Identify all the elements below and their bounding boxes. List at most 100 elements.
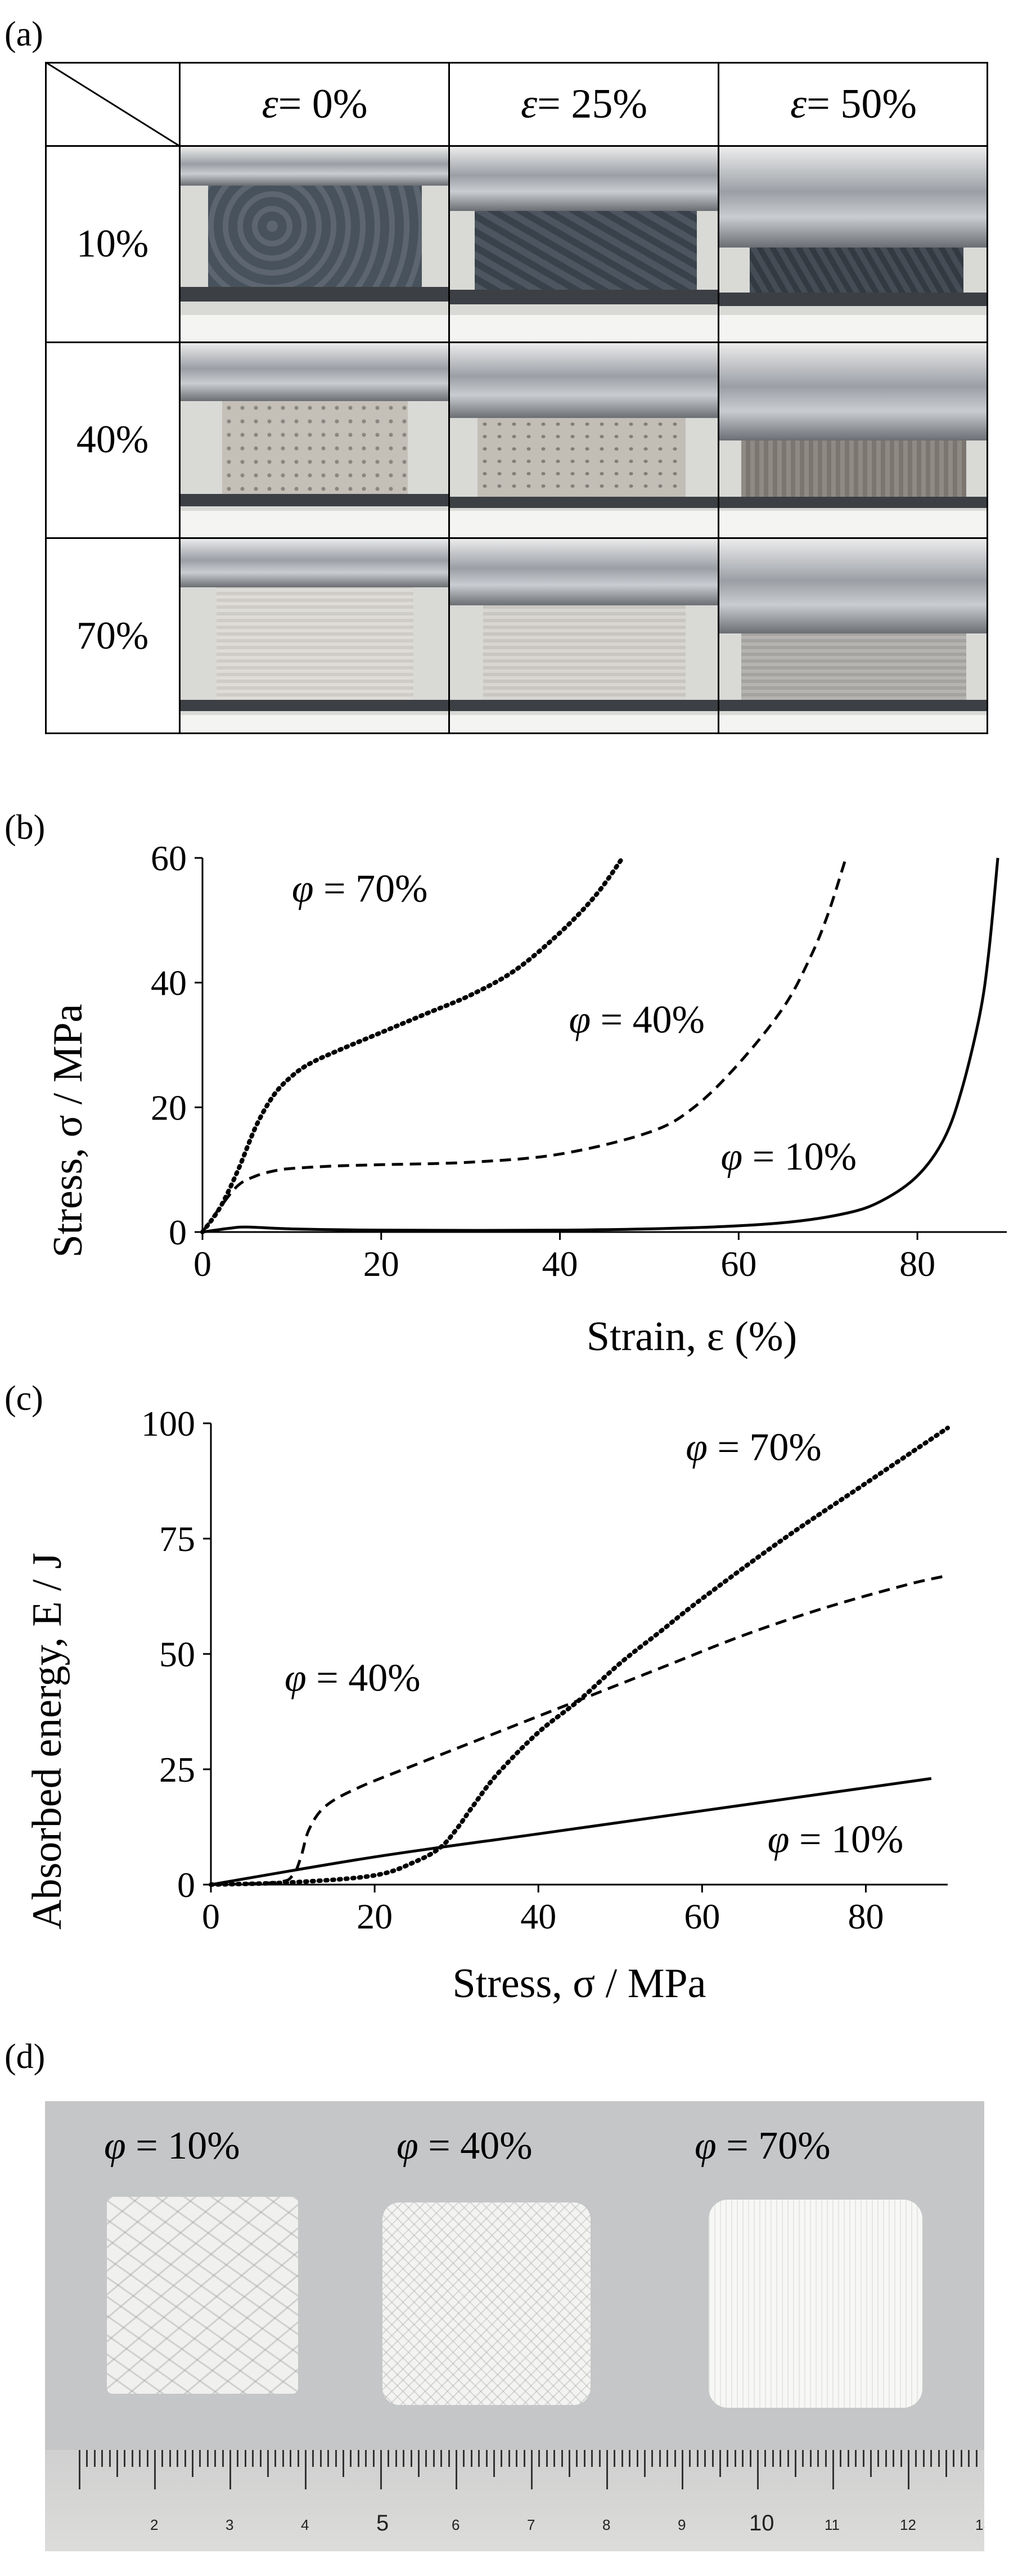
ruler-tick: [192, 2450, 193, 2477]
ruler-tick: [689, 2450, 691, 2467]
photo-40-strain-25: [449, 342, 719, 538]
ruler-tick: [945, 2450, 947, 2477]
ruler-tick: [930, 2450, 933, 2467]
ruler-tick: [222, 2450, 224, 2467]
y-tick-label: 20: [151, 1087, 187, 1127]
ruler-tick: [357, 2450, 359, 2467]
ruler-tick: [501, 2450, 503, 2467]
ruler-tick: [659, 2450, 661, 2467]
ruler-tick: [244, 2450, 246, 2467]
ruler-tick: [704, 2450, 706, 2467]
series-line-dotted: [200, 856, 625, 1234]
ruler: 2 3 4 5 6 7 8 9 10 11 12 13: [45, 2450, 984, 2551]
ruler-tick: [538, 2450, 540, 2467]
ruler-number: 11: [825, 2516, 840, 2533]
ruler-tick: [696, 2450, 699, 2467]
panel-label-a: (a): [4, 15, 43, 53]
ruler-tick: [297, 2450, 299, 2467]
ruler-tick: [614, 2450, 616, 2467]
ruler-tick: [840, 2450, 842, 2467]
series-annotation: φ = 40%: [569, 998, 705, 1041]
ruler-tick: [915, 2450, 917, 2467]
ruler-tick: [86, 2450, 88, 2467]
ruler-tick: [795, 2450, 796, 2477]
panel-label-d: (d): [4, 2038, 46, 2076]
photo-70-strain-0: [180, 538, 449, 734]
x-tick-label: 60: [720, 1244, 756, 1284]
y-tick-label: 0: [169, 1212, 187, 1252]
ruler-tick: [772, 2450, 774, 2467]
ruler-tick: [485, 2450, 488, 2467]
ruler-tick: [757, 2450, 759, 2489]
y-tick-label: 75: [159, 1519, 195, 1559]
ruler-tick: [719, 2450, 721, 2477]
series-line-dotted: [209, 1426, 950, 1887]
ruler-tick: [395, 2450, 397, 2467]
ruler-tick: [621, 2450, 623, 2467]
row-header-40: 40%: [76, 418, 149, 461]
ruler-tick: [425, 2450, 427, 2467]
photo-10-strain-0: [180, 146, 449, 342]
ruler-tick: [161, 2450, 164, 2467]
ruler-tick: [184, 2450, 186, 2467]
ruler-tick: [267, 2450, 269, 2477]
row-header-70: 70%: [76, 614, 149, 658]
ruler-tick: [433, 2450, 435, 2467]
ruler-tick: [711, 2450, 714, 2467]
ruler-tick: [290, 2450, 292, 2467]
ruler-tick: [908, 2450, 909, 2489]
series-annotation: φ = 10%: [768, 1818, 904, 1862]
x-tick-label: 80: [848, 1896, 884, 1936]
series-annotation: φ = 70%: [686, 1426, 822, 1469]
y-tick-label: 25: [159, 1750, 195, 1790]
ruler-tick: [470, 2450, 472, 2467]
panel-label-b: (b): [4, 808, 46, 847]
ruler-tick: [870, 2450, 872, 2477]
ruler-tick: [252, 2450, 254, 2467]
ruler-tick: [93, 2450, 96, 2467]
ruler-tick: [817, 2450, 819, 2467]
ruler-tick: [629, 2450, 631, 2467]
ruler-tick: [862, 2450, 864, 2467]
photo-40-strain-0: [180, 342, 449, 538]
ruler-tick: [569, 2450, 570, 2477]
ruler-number: 2: [150, 2516, 159, 2533]
col-header-25: ε = 25%: [520, 80, 648, 127]
sample-label-40: φ = 40%: [397, 2124, 533, 2168]
col-header-50: ε = 50%: [790, 80, 917, 127]
ruler-number: 12: [900, 2516, 916, 2533]
x-tick-label: 20: [363, 1244, 399, 1284]
corner-diagonal: [45, 62, 180, 146]
ruler-tick: [131, 2450, 133, 2467]
ruler-tick: [282, 2450, 284, 2467]
ruler-tick: [975, 2450, 978, 2467]
ruler-tick: [259, 2450, 262, 2467]
ruler-tick: [682, 2450, 683, 2489]
ruler-tick: [727, 2450, 729, 2467]
ruler-tick: [523, 2450, 525, 2467]
ruler-tick: [900, 2450, 902, 2467]
ruler-tick: [644, 2450, 646, 2477]
ruler-number: 4: [301, 2516, 309, 2533]
ruler-tick: [229, 2450, 231, 2489]
ruler-tick: [410, 2450, 412, 2467]
ruler-tick: [666, 2450, 669, 2467]
ruler-tick: [169, 2450, 171, 2467]
stress-strain-chart: Strain, ε (%) Stress, σ / MPa 0 20 40 60 0 20…: [45, 838, 1007, 1360]
ruler-tick: [388, 2450, 390, 2467]
ruler-tick: [124, 2450, 126, 2467]
x-tick-label: 40: [542, 1244, 578, 1284]
ruler-tick: [116, 2450, 118, 2477]
ruler-tick: [79, 2450, 80, 2489]
ruler-tick: [802, 2450, 804, 2467]
y-tick-label: 0: [177, 1865, 195, 1905]
absorbed-energy-chart: Stress, σ / MPa Absorbed energy, E / J 0…: [24, 1404, 950, 2007]
y-tick-label: 50: [159, 1634, 195, 1674]
ruler-tick: [456, 2450, 457, 2489]
y-axis-label: Stress, σ / MPa: [45, 1004, 91, 1257]
ruler-tick: [305, 2450, 307, 2489]
ruler-tick: [651, 2450, 654, 2467]
ruler-number: 9: [678, 2516, 686, 2533]
ruler-number: 10: [749, 2511, 774, 2535]
ruler-tick: [214, 2450, 217, 2467]
